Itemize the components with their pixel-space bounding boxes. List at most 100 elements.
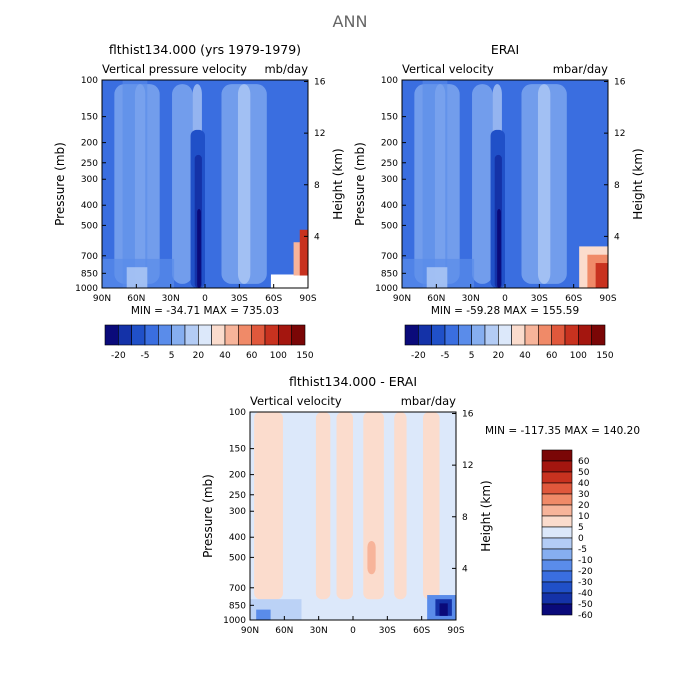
- colorbar-label: -30: [578, 578, 593, 588]
- height-axis-label: Height (km): [331, 148, 345, 219]
- colorbar-swatch: [264, 324, 279, 346]
- colorbar-label: 40: [219, 351, 231, 361]
- colorbar-label: 5: [578, 523, 584, 533]
- colorbar-label: 40: [519, 351, 531, 361]
- colorbar-swatch: [458, 324, 472, 346]
- contour-field: [250, 412, 456, 620]
- colorbar-label: -50: [578, 600, 593, 610]
- colorbar-label: -20: [111, 351, 126, 361]
- y-tick-label: 100: [229, 408, 246, 418]
- y-tick-label: 150: [81, 113, 98, 123]
- colorbar-label: 150: [596, 351, 613, 361]
- colorbar-label: 60: [246, 351, 258, 361]
- y-tick-label: 850: [229, 601, 246, 611]
- x-tick-label: 90N: [93, 294, 111, 304]
- colorbar-label: 20: [193, 351, 205, 361]
- figure-title: ANN: [333, 12, 368, 31]
- y-tick-label: 300: [229, 507, 246, 517]
- colorbar-swatch: [498, 324, 512, 346]
- height-tick-label: 12: [462, 461, 473, 471]
- y-tick-label: 400: [381, 201, 398, 211]
- y-axis-label: Pressure (mb): [353, 142, 367, 226]
- x-tick-label: 30S: [531, 294, 548, 304]
- y-tick-label: 100: [81, 76, 98, 86]
- y-tick-label: 200: [81, 139, 98, 149]
- y-tick-label: 400: [229, 533, 246, 543]
- colorbar-swatch: [278, 324, 292, 346]
- colorbar-swatch: [578, 324, 592, 346]
- colorbar-label: -5: [578, 545, 587, 555]
- colorbar-label: 20: [578, 501, 590, 511]
- colorbar-swatch: [224, 324, 239, 346]
- x-tick-label: 60S: [265, 294, 282, 304]
- colorbar-swatch: [251, 324, 266, 346]
- y-tick-label: 850: [381, 269, 398, 279]
- colorbar-swatch: [524, 324, 539, 346]
- colorbar-swatch: [541, 504, 573, 517]
- y-tick-label: 700: [81, 252, 98, 262]
- y-axis-label: Pressure (mb): [53, 142, 67, 226]
- y-tick-label: 500: [81, 221, 98, 231]
- y-tick-label: 400: [81, 201, 98, 211]
- height-tick-label: 16: [462, 410, 474, 420]
- subtitle-units: mbar/day: [401, 394, 456, 408]
- colorbar-label: 0: [578, 534, 584, 544]
- y-tick-label: 500: [381, 221, 398, 231]
- subtitle-variable: Vertical velocity: [402, 62, 494, 76]
- y-tick-label: 100: [381, 76, 398, 86]
- min-max-stats: MIN = -117.35 MAX = 140.20: [485, 425, 640, 437]
- panel-title: flthist134.000 (yrs 1979-1979): [109, 42, 301, 57]
- colorbar-label: -40: [578, 589, 593, 599]
- colorbar-label: -5: [141, 351, 150, 361]
- x-tick-label: 90N: [393, 294, 411, 304]
- colorbar-swatch: [444, 324, 459, 346]
- height-tick-label: 12: [614, 129, 625, 139]
- x-tick-label: 30N: [462, 294, 480, 304]
- x-tick-label: 30N: [162, 294, 180, 304]
- colorbar-label: 60: [578, 457, 590, 467]
- y-tick-label: 700: [229, 584, 246, 594]
- colorbar-label: -5: [441, 351, 450, 361]
- y-tick-label: 500: [229, 553, 246, 563]
- height-tick-label: 4: [614, 232, 620, 242]
- colorbar-label: -20: [578, 567, 593, 577]
- colorbar-swatch: [104, 324, 119, 346]
- height-tick-label: 12: [314, 129, 325, 139]
- colorbar-label: 60: [546, 351, 558, 361]
- y-tick-label: 250: [81, 159, 98, 169]
- colorbar-swatch: [291, 324, 306, 346]
- colorbar-swatch: [551, 324, 566, 346]
- subtitle-variable: Vertical pressure velocity: [102, 62, 247, 76]
- x-tick-label: 30N: [310, 626, 328, 636]
- colorbar-label: -10: [578, 556, 593, 566]
- colorbar-swatch: [591, 324, 606, 346]
- colorbar-swatch: [144, 324, 159, 346]
- colorbar-label: -20: [411, 351, 426, 361]
- x-tick-label: 90S: [447, 626, 464, 636]
- colorbar-label: 5: [169, 351, 175, 361]
- subtitle-units: mb/day: [264, 62, 308, 76]
- min-max-stats: MIN = -59.28 MAX = 155.59: [431, 305, 579, 317]
- height-tick-label: 8: [314, 181, 320, 191]
- panel-difference: flthist134.000 - ERAI Vertical velocity mb…: [201, 374, 640, 636]
- colorbar-swatch: [418, 324, 432, 346]
- colorbar-swatch: [541, 471, 573, 484]
- colorbar-label: 100: [270, 351, 287, 361]
- x-tick-label: 30S: [379, 626, 396, 636]
- x-tick-label: 0: [502, 294, 508, 304]
- colorbar-swatch: [511, 324, 526, 346]
- height-axis-label: Height (km): [479, 480, 493, 551]
- x-tick-label: 60S: [413, 626, 430, 636]
- y-tick-label: 300: [81, 175, 98, 185]
- y-tick-label: 300: [381, 175, 398, 185]
- colorbar-label: 100: [570, 351, 587, 361]
- colorbar-swatch: [541, 603, 573, 616]
- height-tick-label: 16: [314, 78, 326, 88]
- colorbar-swatch: [541, 548, 573, 561]
- colorbar-swatch: [564, 324, 579, 346]
- colorbar-swatch: [404, 324, 419, 346]
- x-tick-label: 60N: [427, 294, 445, 304]
- y-tick-label: 700: [381, 252, 398, 262]
